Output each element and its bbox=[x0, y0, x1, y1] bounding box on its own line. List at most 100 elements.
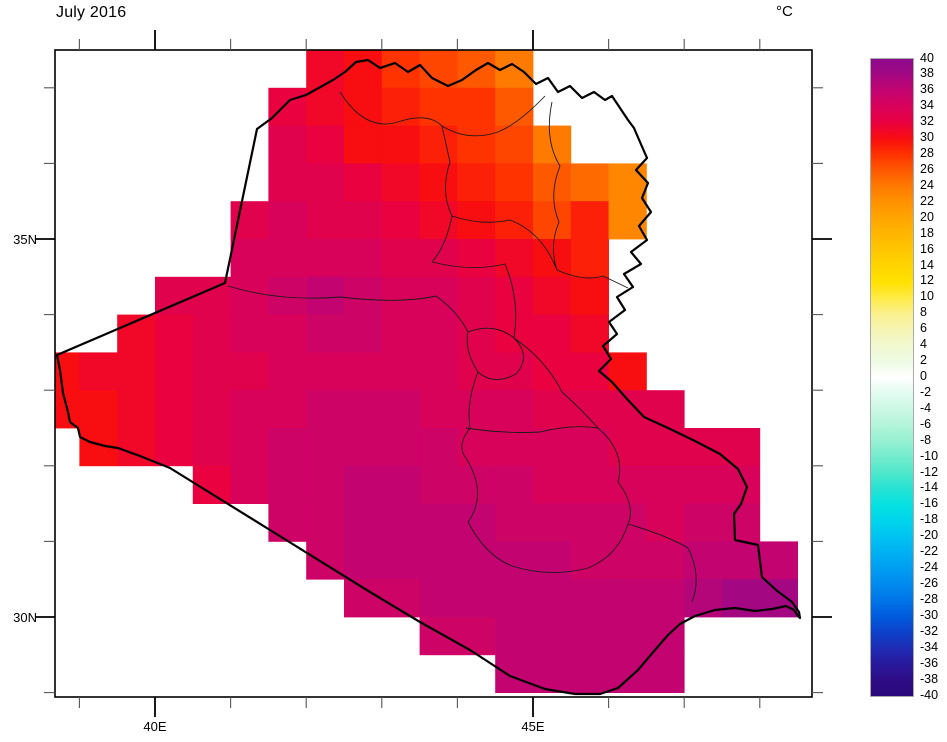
grid-cell bbox=[419, 390, 458, 429]
grid-cell bbox=[306, 314, 345, 353]
grid-cell bbox=[533, 201, 572, 240]
grid-cell bbox=[608, 390, 647, 429]
grid-cell bbox=[306, 125, 345, 164]
grid-cell bbox=[495, 201, 534, 240]
colorbar-tick-label: 32 bbox=[920, 114, 934, 129]
grid-cell bbox=[608, 541, 647, 580]
grid-cell bbox=[230, 314, 269, 353]
grid-cell bbox=[268, 163, 307, 202]
grid-cell bbox=[684, 428, 723, 467]
colorbar-tick-label: 6 bbox=[920, 321, 927, 336]
colorbar-tick-label: 14 bbox=[920, 257, 934, 272]
grid-cell bbox=[570, 617, 609, 656]
grid-cell bbox=[419, 617, 458, 656]
colorbar-tick-label: 22 bbox=[920, 193, 934, 208]
grid-cell bbox=[570, 465, 609, 504]
grid-cell bbox=[722, 465, 761, 504]
grid-cell bbox=[646, 390, 685, 429]
grid-cell bbox=[155, 314, 194, 353]
grid-cell bbox=[419, 428, 458, 467]
grid-cell bbox=[419, 465, 458, 504]
x-axis-label: 45E bbox=[521, 719, 545, 734]
x-axis-label: 40E bbox=[143, 719, 167, 734]
grid-cell bbox=[533, 465, 572, 504]
grid-cell bbox=[457, 579, 496, 618]
grid-cell bbox=[381, 276, 420, 315]
grid-cell bbox=[759, 579, 798, 618]
grid-cell bbox=[230, 465, 269, 504]
grid-cell bbox=[495, 87, 534, 126]
grid-cell bbox=[344, 352, 383, 391]
grid-cell bbox=[570, 579, 609, 618]
grid-cell bbox=[268, 465, 307, 504]
axis-ticks bbox=[35, 30, 832, 717]
grid-cell bbox=[533, 125, 572, 164]
grid-cell bbox=[306, 541, 345, 580]
grid-cell bbox=[722, 503, 761, 542]
colorbar-tick-label: -28 bbox=[920, 591, 939, 606]
grid-cell bbox=[419, 352, 458, 391]
grid-cell bbox=[155, 352, 194, 391]
grid-cell bbox=[646, 579, 685, 618]
grid-cell bbox=[344, 465, 383, 504]
grid-cell bbox=[495, 428, 534, 467]
grid-cell bbox=[155, 428, 194, 467]
grid-cell bbox=[646, 654, 685, 693]
grid-cell bbox=[419, 239, 458, 278]
grid-cell bbox=[155, 276, 194, 315]
grid-cell bbox=[230, 352, 269, 391]
grid-cell bbox=[192, 428, 231, 467]
colorbar-tick-label: -24 bbox=[920, 560, 939, 575]
grid-cell bbox=[570, 428, 609, 467]
grid-cell bbox=[457, 390, 496, 429]
grid-cell bbox=[533, 239, 572, 278]
grid-cell bbox=[344, 163, 383, 202]
colorbar-tick-label: 40 bbox=[920, 50, 934, 65]
grid-cell bbox=[495, 352, 534, 391]
grid-cell bbox=[570, 276, 609, 315]
colorbar-tick-label: 2 bbox=[920, 353, 927, 368]
grid-cell bbox=[533, 503, 572, 542]
grid-cell bbox=[495, 465, 534, 504]
grid-cell bbox=[344, 390, 383, 429]
grid-cell bbox=[684, 465, 723, 504]
colorbar-tick-label: -12 bbox=[920, 464, 939, 479]
grid-cell bbox=[533, 352, 572, 391]
colorbar-tick-label: 10 bbox=[920, 289, 934, 304]
y-axis-label: 30N bbox=[13, 610, 37, 625]
plot-frame bbox=[54, 49, 813, 698]
grid-cell bbox=[268, 428, 307, 467]
colorbar-tick-label: 30 bbox=[920, 130, 934, 145]
temperature-grid-cells bbox=[55, 50, 798, 693]
grid-cell bbox=[457, 276, 496, 315]
grid-cell bbox=[79, 352, 118, 391]
grid-cell bbox=[230, 428, 269, 467]
grid-cell bbox=[381, 503, 420, 542]
grid-cell bbox=[419, 579, 458, 618]
grid-cell bbox=[495, 617, 534, 656]
grid-cell bbox=[268, 352, 307, 391]
colorbar-tick-label: 38 bbox=[920, 66, 934, 81]
grid-cell bbox=[268, 503, 307, 542]
grid-cell bbox=[55, 390, 80, 429]
grid-cell bbox=[570, 163, 609, 202]
grid-cell bbox=[457, 541, 496, 580]
grid-cell bbox=[306, 87, 345, 126]
grid-cell bbox=[306, 50, 345, 89]
colorbar-tick-label: -18 bbox=[920, 512, 939, 527]
grid-cell bbox=[570, 239, 609, 278]
grid-cell bbox=[608, 503, 647, 542]
grid-cell bbox=[344, 201, 383, 240]
grid-cell bbox=[533, 390, 572, 429]
colorbar-unit-label: °C bbox=[776, 3, 793, 20]
grid-cell bbox=[457, 87, 496, 126]
colorbar-tick-label: 12 bbox=[920, 273, 934, 288]
grid-cell bbox=[268, 314, 307, 353]
grid-cell bbox=[495, 163, 534, 202]
grid-cell bbox=[646, 503, 685, 542]
grid-cell bbox=[608, 617, 647, 656]
colorbar-tick-label: -38 bbox=[920, 671, 939, 686]
grid-cell bbox=[495, 503, 534, 542]
colorbar-tick-label: 16 bbox=[920, 241, 934, 256]
